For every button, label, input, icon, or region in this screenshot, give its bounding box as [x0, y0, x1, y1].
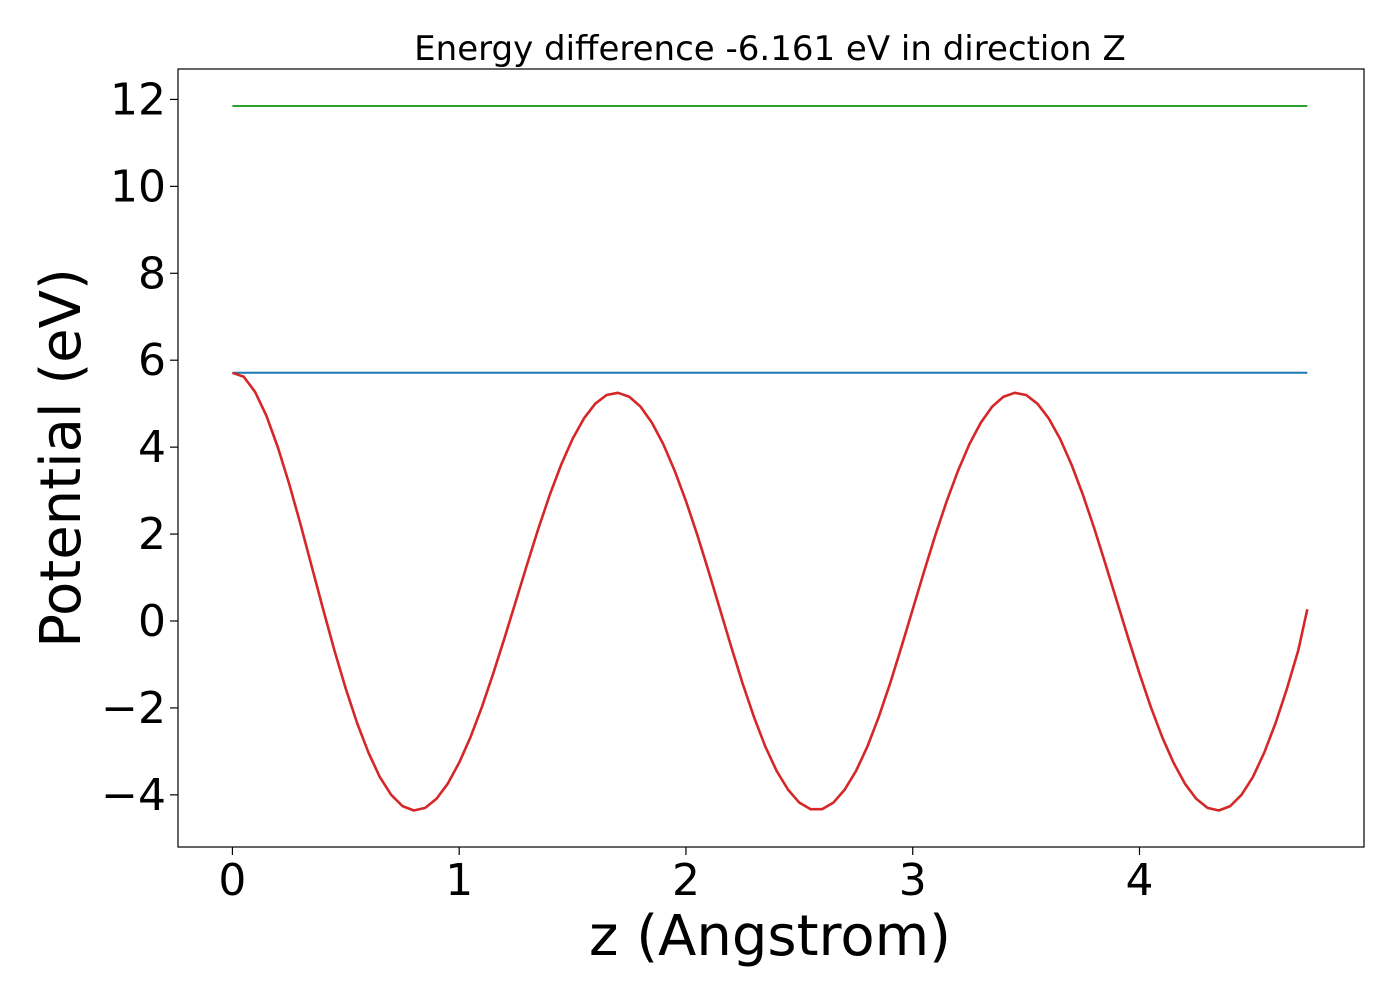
y-tick-label: 4: [138, 422, 166, 473]
y-tick-label: −4: [101, 770, 166, 821]
y-axis-label: Potential (eV): [29, 268, 94, 648]
plot-area-frame: [177, 68, 1365, 848]
x-tick-label: 3: [899, 855, 927, 906]
y-tick-label: 10: [110, 161, 166, 212]
y-tick-label: −2: [101, 683, 166, 734]
x-axis-label: z (Angstrom): [589, 904, 951, 969]
y-tick-label: 6: [138, 335, 166, 386]
x-tick-label: 0: [218, 855, 246, 906]
y-axis-ticks: −4 −2 0 2 4 6 8 10 12: [101, 74, 178, 821]
y-tick-label: 2: [138, 509, 166, 560]
x-tick-label: 1: [445, 855, 473, 906]
series-layer: [231, 104, 1309, 812]
x-tick-label: 4: [1125, 855, 1153, 906]
y-tick-label: 12: [110, 74, 166, 125]
x-tick-label: 2: [672, 855, 700, 906]
series-line-2: [231, 371, 1309, 812]
chart-title: Energy difference -6.161 eV in direction…: [414, 29, 1126, 69]
y-tick-label: 0: [138, 596, 166, 647]
x-axis-ticks: 0 1 2 3 4: [218, 847, 1153, 906]
y-tick-label: 8: [138, 248, 166, 299]
